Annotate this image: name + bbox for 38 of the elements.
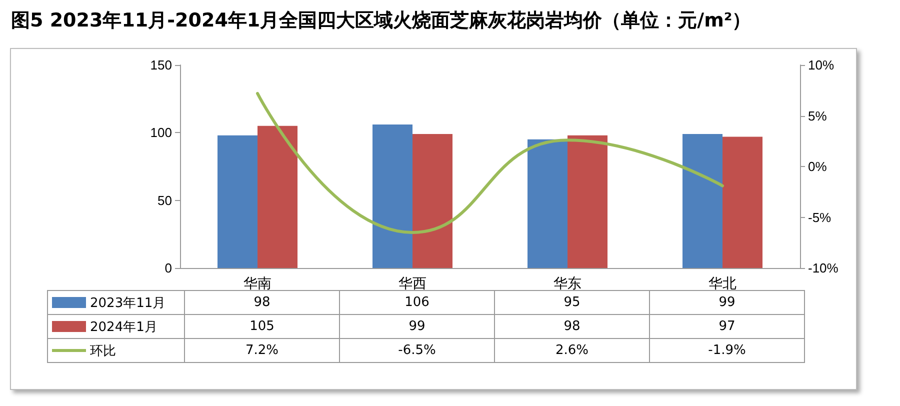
data-label: 105 xyxy=(184,314,340,338)
y-tick-label: 0 xyxy=(164,260,172,276)
legend-label: 环比 xyxy=(48,338,184,362)
bar xyxy=(218,135,258,268)
bar xyxy=(372,124,412,268)
data-label: 98 xyxy=(184,290,340,314)
x-tick-label: 华西 xyxy=(398,275,426,291)
y-tick-label: 150 xyxy=(150,58,172,72)
x-tick-label: 华南 xyxy=(244,275,272,291)
x-tick-label: 华北 xyxy=(708,275,736,291)
bar xyxy=(682,134,722,268)
data-label: 106 xyxy=(340,290,494,314)
data-label: 99 xyxy=(340,314,494,338)
data-label: -1.9% xyxy=(650,338,804,362)
x-tick-label: 华东 xyxy=(554,275,582,291)
y2-tick-label: -5% xyxy=(808,210,832,225)
data-label: 7.2% xyxy=(184,338,340,362)
y-tick-label: 100 xyxy=(150,125,172,140)
data-label: 2.6% xyxy=(494,338,650,362)
data-label: 95 xyxy=(494,290,650,314)
y2-tick-label: 0% xyxy=(808,159,828,174)
line-series xyxy=(256,92,724,234)
data-label: -6.5% xyxy=(340,338,494,362)
y2-tick-label: -10% xyxy=(808,260,839,276)
y2-tick-label: 5% xyxy=(808,108,828,124)
data-label: 98 xyxy=(494,314,650,338)
chart-title: 图5 2023年11月-2024年1月全国四大区域火烧面芝麻灰花岗岩均价（单位：元/m²） xyxy=(11,10,752,32)
legend-label: 2023年11月 xyxy=(48,290,184,314)
y-tick-label: 50 xyxy=(158,192,172,208)
y2-tick-label: 10% xyxy=(808,58,834,72)
bar xyxy=(258,126,298,268)
data-label: 99 xyxy=(650,290,804,314)
bar xyxy=(528,139,568,268)
data-label: 97 xyxy=(650,314,804,338)
bar xyxy=(568,135,608,268)
bar xyxy=(412,134,452,268)
bar xyxy=(722,136,762,268)
legend-label: 2024年1月 xyxy=(48,314,184,338)
